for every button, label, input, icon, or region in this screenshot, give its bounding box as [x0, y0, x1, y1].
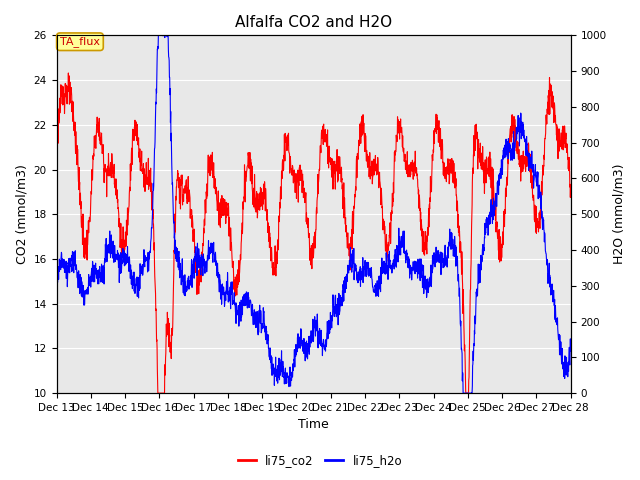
X-axis label: Time: Time [298, 419, 329, 432]
Title: Alfalfa CO2 and H2O: Alfalfa CO2 and H2O [235, 15, 392, 30]
Y-axis label: CO2 (mmol/m3): CO2 (mmol/m3) [15, 164, 28, 264]
Y-axis label: H2O (mmol/m3): H2O (mmol/m3) [612, 164, 625, 264]
Text: TA_flux: TA_flux [60, 36, 100, 47]
Legend: li75_co2, li75_h2o: li75_co2, li75_h2o [233, 449, 407, 472]
